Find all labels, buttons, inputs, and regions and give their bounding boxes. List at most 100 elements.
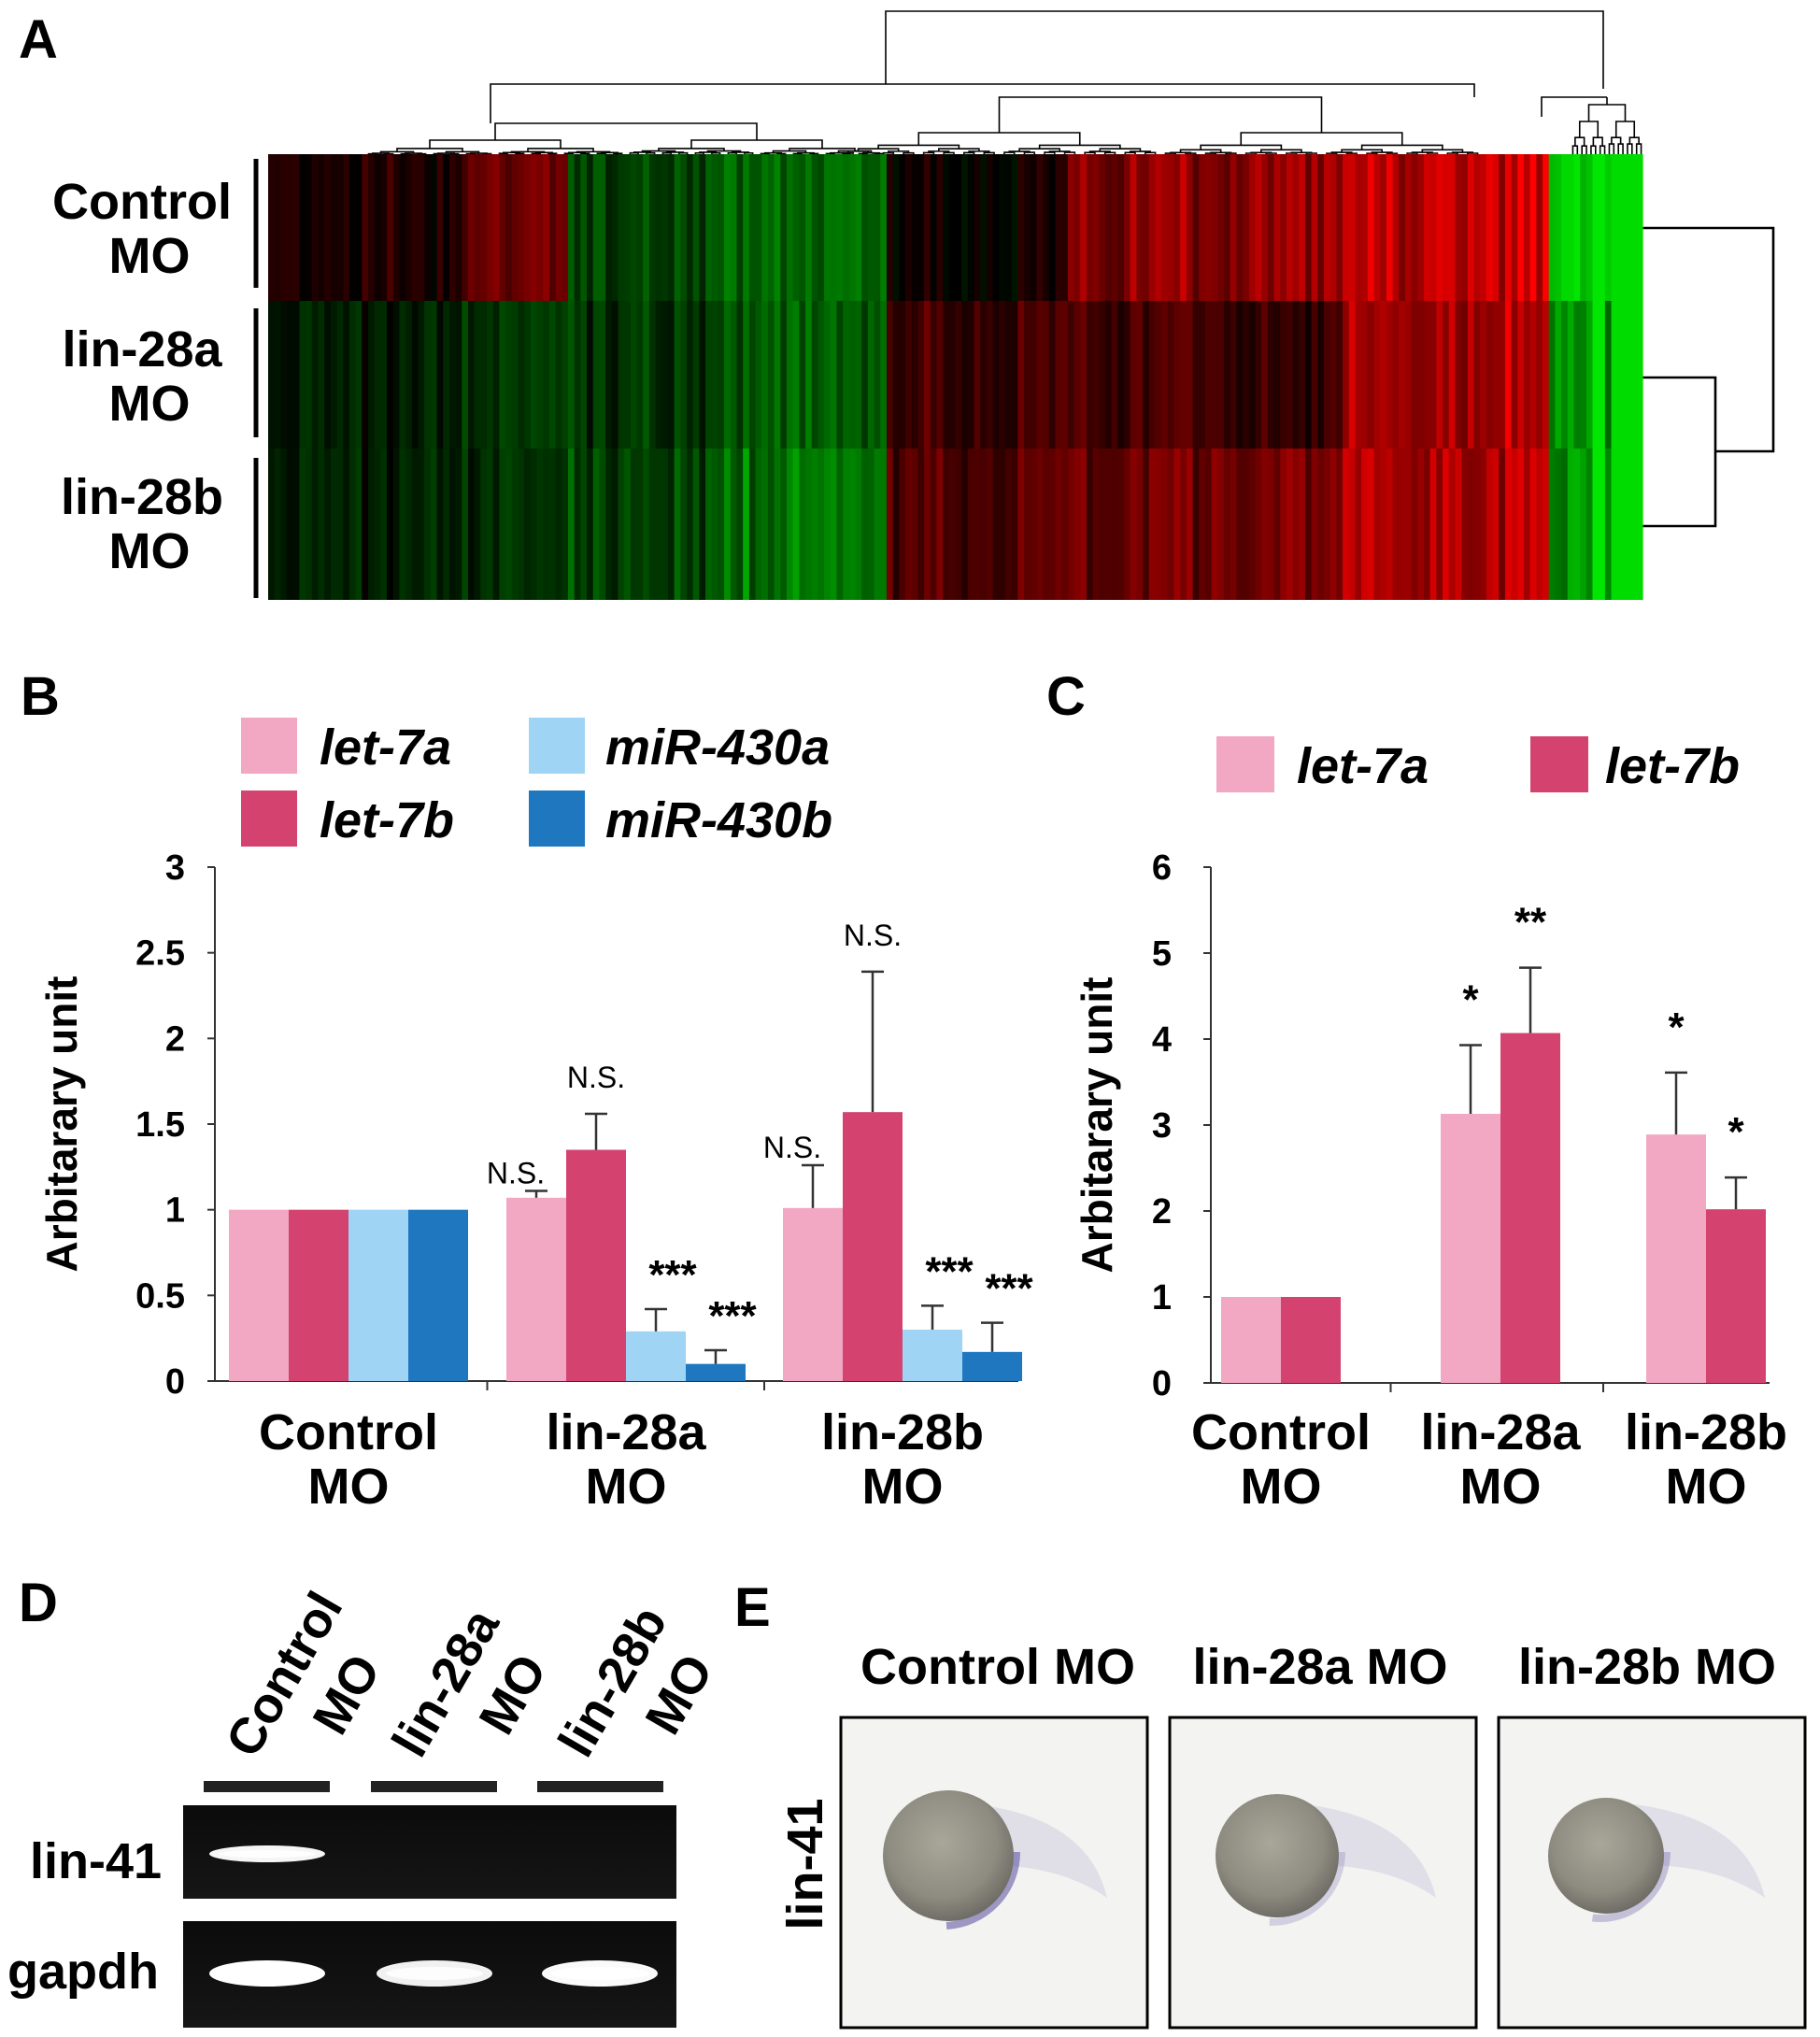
heatmap-cell: [736, 154, 744, 301]
heatmap-cell: [1386, 449, 1394, 600]
heatmap-cell: [986, 449, 994, 600]
heatmap-cell: [511, 154, 519, 301]
heatmap-cell: [724, 449, 732, 600]
heatmap-cell: [986, 154, 994, 301]
heatmap-cell: [636, 154, 644, 301]
heatmap-cell: [948, 449, 957, 600]
heatmap-cell: [911, 301, 918, 449]
heatmap-cell: [355, 301, 363, 449]
heatmap-cell: [1399, 301, 1406, 449]
embryo-yolk: [1548, 1798, 1664, 1914]
heatmap-cell: [1311, 154, 1318, 301]
heatmap-cell: [587, 154, 594, 301]
heatmap-cell: [905, 449, 913, 600]
heatmap-cell: [1492, 154, 1500, 301]
heatmap-cell: [548, 154, 557, 301]
heatmap-cell: [648, 154, 657, 301]
dendro-branch: [857, 148, 900, 151]
heatmap-cell: [1024, 449, 1031, 600]
heatmap-cell: [274, 154, 281, 301]
heatmap-cell: [774, 449, 781, 600]
embryo-staining: [865, 1774, 1020, 1930]
heatmap-cell: [548, 301, 557, 449]
heatmap-cell: [1186, 449, 1194, 600]
heatmap-cell: [943, 449, 950, 600]
heatmap-cell: [1517, 301, 1525, 449]
heatmap-cell: [743, 301, 750, 449]
row-label-lin28b-mo: MO: [109, 523, 191, 579]
gel-band-core: [386, 1967, 483, 1980]
heatmap-cell: [967, 301, 975, 449]
heatmap-cell: [674, 154, 681, 301]
heatmap-cell: [680, 449, 688, 600]
heatmap-cell: [836, 449, 844, 600]
heatmap-cell: [767, 301, 775, 449]
dendro-branch: [922, 151, 935, 154]
heatmap-cell: [1199, 449, 1206, 600]
heatmap-cell: [780, 449, 788, 600]
bar-c-let-7b: [1500, 1033, 1560, 1383]
legend-b: let-7a let-7b miR-430a miR-430b: [241, 718, 832, 848]
dendro-branch: [1587, 104, 1627, 121]
heatmap-cell: [1011, 154, 1018, 301]
heatmap-cell: [818, 301, 825, 449]
heatmap-cell: [786, 154, 794, 301]
y-tick-label-c: 2: [1152, 1192, 1172, 1232]
heatmap-cell: [792, 301, 800, 449]
heatmap-cell: [805, 449, 813, 600]
heatmap-cell: [661, 154, 669, 301]
heatmap-cell: [1261, 449, 1269, 600]
heatmap-cell: [1117, 301, 1125, 449]
gel-row-label-lin41: lin-41: [30, 1833, 162, 1889]
y-tick-label-c: 0: [1152, 1364, 1172, 1403]
heatmap-cell: [843, 154, 850, 301]
heatmap-cell: [411, 154, 419, 301]
dendro-branch: [694, 151, 704, 154]
legend-c-let7a: let-7a: [1297, 738, 1429, 794]
heatmap-cell: [1104, 154, 1113, 301]
heatmap-cell: [1436, 449, 1443, 600]
heatmap-cell: [692, 301, 700, 449]
heatmap-cell: [1561, 449, 1569, 600]
heatmap-cell: [299, 449, 306, 600]
bar-b-let-7a: [783, 1207, 843, 1381]
heatmap-cell: [499, 449, 506, 600]
heatmap-cell: [580, 301, 588, 449]
heatmap-cell: [1292, 154, 1300, 301]
significance-label-b: ***: [925, 1248, 974, 1294]
heatmap-cell: [1304, 449, 1313, 600]
heatmap-cell: [936, 301, 944, 449]
heatmap-cell: [448, 301, 457, 449]
heatmap-cell: [1423, 449, 1431, 600]
heatmap-cell: [1204, 449, 1213, 600]
heatmap-cell: [643, 301, 650, 449]
heatmap-cell: [1436, 301, 1443, 449]
heatmap-cell: [1604, 449, 1613, 600]
heatmap-cell: [974, 154, 981, 301]
heatmap-cell: [780, 154, 788, 301]
heatmap-cell: [1004, 449, 1013, 600]
heatmap-cell: [1473, 449, 1481, 600]
heatmap-cell: [1343, 301, 1350, 449]
dendro-branch: [661, 151, 672, 154]
heatmap-cell: [892, 154, 900, 301]
dendro-branch: [1326, 152, 1338, 154]
panel-label-a: A: [19, 9, 58, 70]
heatmap-cell: [1324, 154, 1331, 301]
heatmap-cell: [518, 449, 525, 600]
heatmap-cell: [1104, 301, 1113, 449]
heatmap-cell: [1448, 449, 1457, 600]
heatmap-cell: [1373, 301, 1381, 449]
heatmap-cell: [1061, 301, 1069, 449]
heatmap-cell: [1504, 449, 1513, 600]
heatmap-cell: [605, 154, 613, 301]
heatmap-cell: [1523, 449, 1531, 600]
heatmap-cell: [562, 449, 569, 600]
heatmap-cell: [574, 154, 581, 301]
heatmap-cell: [1124, 449, 1131, 600]
heatmap-cell: [430, 154, 438, 301]
panel-label-b: B: [21, 666, 60, 727]
heatmap-cell: [1567, 154, 1575, 301]
heatmap-cell: [899, 301, 906, 449]
heatmap-cell: [599, 449, 606, 600]
